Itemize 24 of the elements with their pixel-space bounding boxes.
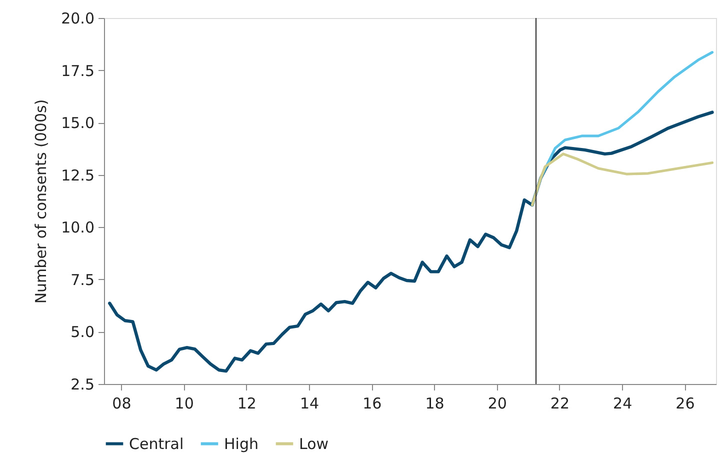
legend-label: High [224,434,258,453]
y-tick-label: 10.0 [61,218,94,237]
x-tick-label: 22 [550,394,570,412]
x-tick-label: 16 [362,394,382,412]
x-tick-label: 24 [613,394,632,412]
y-axis-title: Number of consents (000s) [32,99,50,304]
y-tick-label: 2.5 [70,376,94,394]
x-tick-label: 08 [112,394,132,412]
line-series [530,152,714,206]
legend-label: Central [129,434,184,453]
y-tick-label: 7.5 [70,270,94,289]
x-tick-label: 12 [237,394,256,412]
line-series [108,110,714,373]
y-tick-label: 20.0 [61,10,94,28]
x-tick-label: 26 [676,394,695,412]
x-tick-label: 18 [425,394,444,412]
x-tick-label: 20 [488,394,507,412]
y-tick-label: 15.0 [61,114,94,132]
x-tick-label: 14 [300,394,320,412]
legend-label: Low [299,434,329,453]
y-tick-label: 5.0 [70,323,94,342]
x-tick-label: 10 [174,394,194,412]
y-tick-label: 12.5 [61,166,94,184]
y-tick-label: 17.5 [61,62,94,80]
